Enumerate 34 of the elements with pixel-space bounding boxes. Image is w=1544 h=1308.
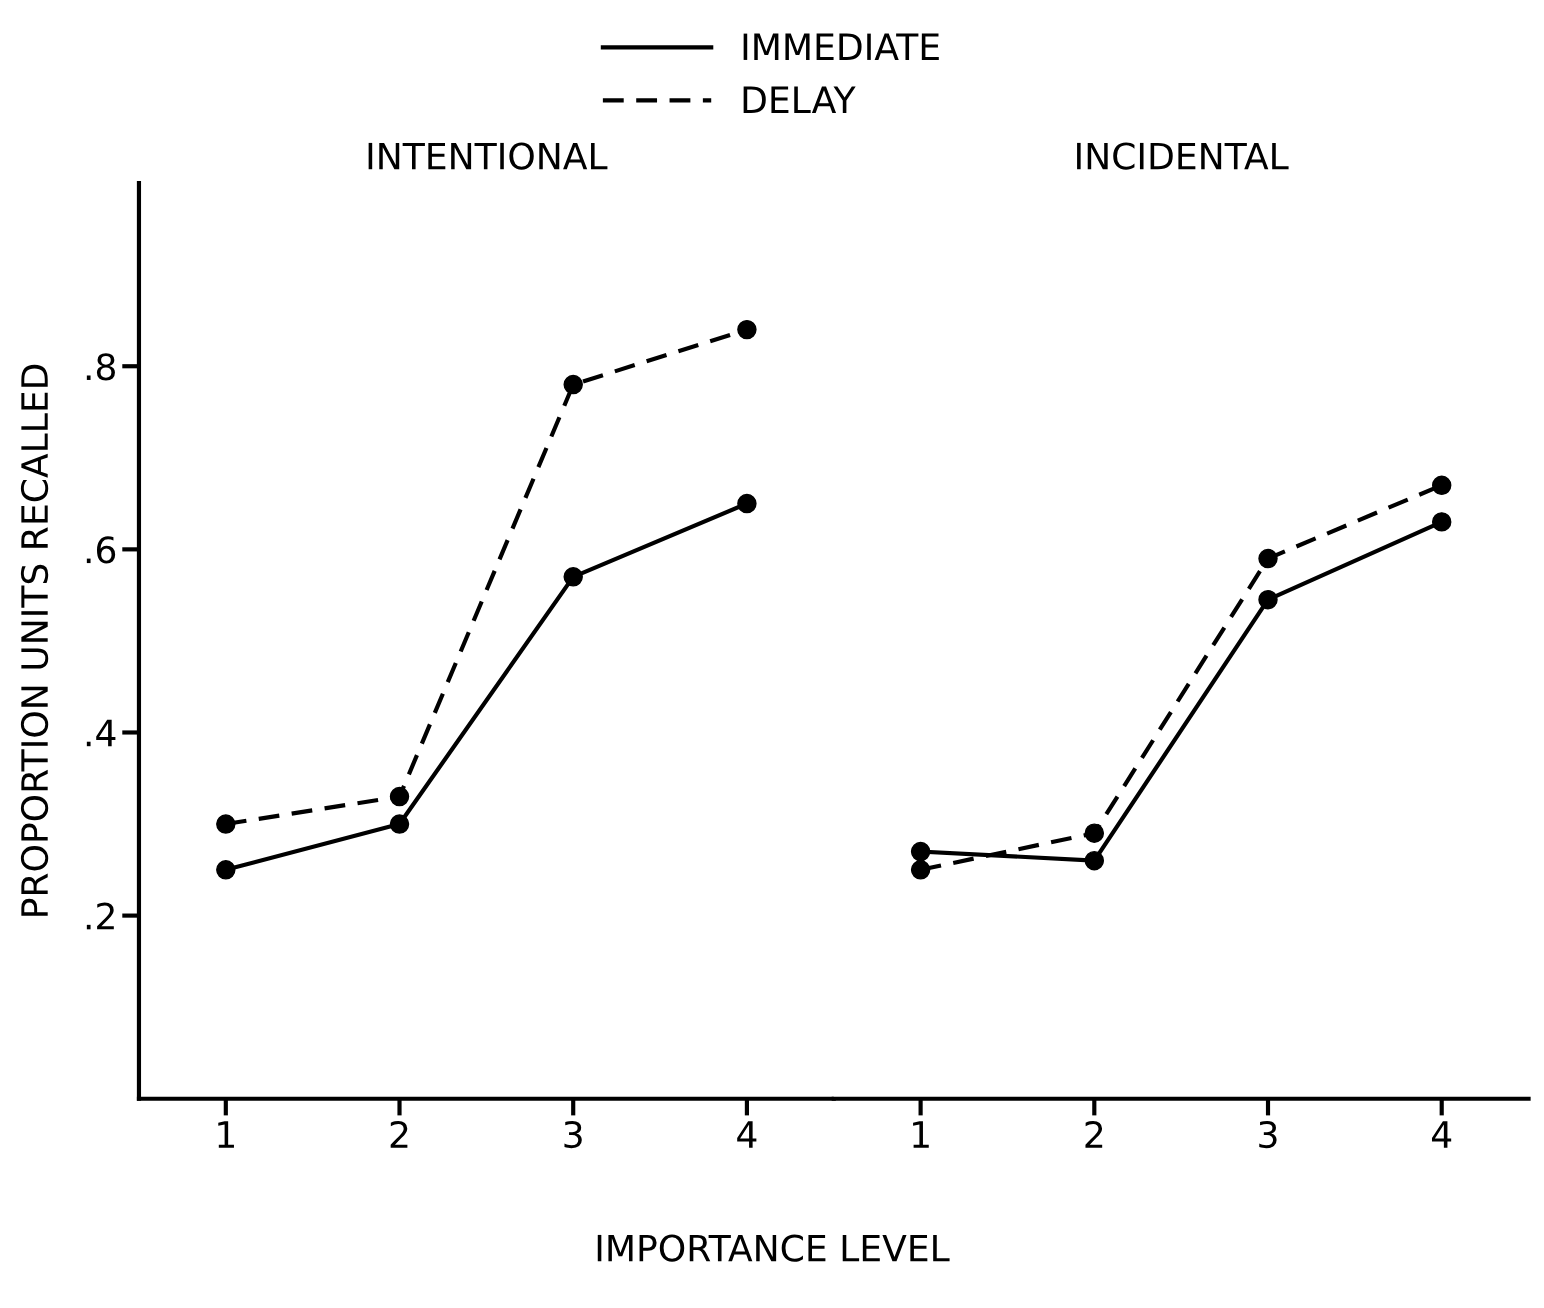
- point: [737, 493, 757, 514]
- point: [910, 841, 931, 862]
- point: [563, 567, 583, 587]
- point: [1084, 850, 1105, 871]
- point: [1431, 512, 1452, 532]
- y-axis-title: PROPORTION UNITS RECALLED: [20, 364, 49, 916]
- point: [910, 860, 931, 880]
- chart-title: INCIDENTAL: [1077, 142, 1289, 170]
- point: [389, 814, 410, 834]
- point: [563, 374, 583, 395]
- y-tick-label: .8: [86, 353, 115, 381]
- chart-title: INTENTIONAL: [368, 142, 608, 170]
- x-tick-label: 4: [1431, 1121, 1452, 1148]
- x-tick-label: 3: [1259, 1120, 1277, 1149]
- y-tick-label: .4: [86, 719, 116, 747]
- point: [216, 860, 236, 880]
- point: [1431, 475, 1452, 495]
- legend-label: DELAY: [743, 86, 856, 113]
- point: [1258, 589, 1278, 610]
- point: [1084, 823, 1105, 843]
- x-tick-label: 4: [737, 1121, 757, 1148]
- x-tick-label: 1: [218, 1121, 234, 1148]
- x-axis-title: IMPORTANCE LEVEL: [597, 1234, 950, 1262]
- point: [216, 814, 236, 834]
- x-tick-label: 2: [1085, 1120, 1103, 1148]
- point: [737, 319, 757, 340]
- point: [1258, 548, 1278, 569]
- point: [389, 786, 410, 807]
- x-tick-label: 2: [390, 1120, 408, 1148]
- y-tick-label: .2: [86, 902, 114, 930]
- x-tick-label: 3: [564, 1120, 582, 1149]
- y-tick-label: .6: [86, 536, 116, 564]
- legend-label: IMMEDIATE: [743, 33, 939, 60]
- x-tick-label: 1: [913, 1121, 929, 1148]
